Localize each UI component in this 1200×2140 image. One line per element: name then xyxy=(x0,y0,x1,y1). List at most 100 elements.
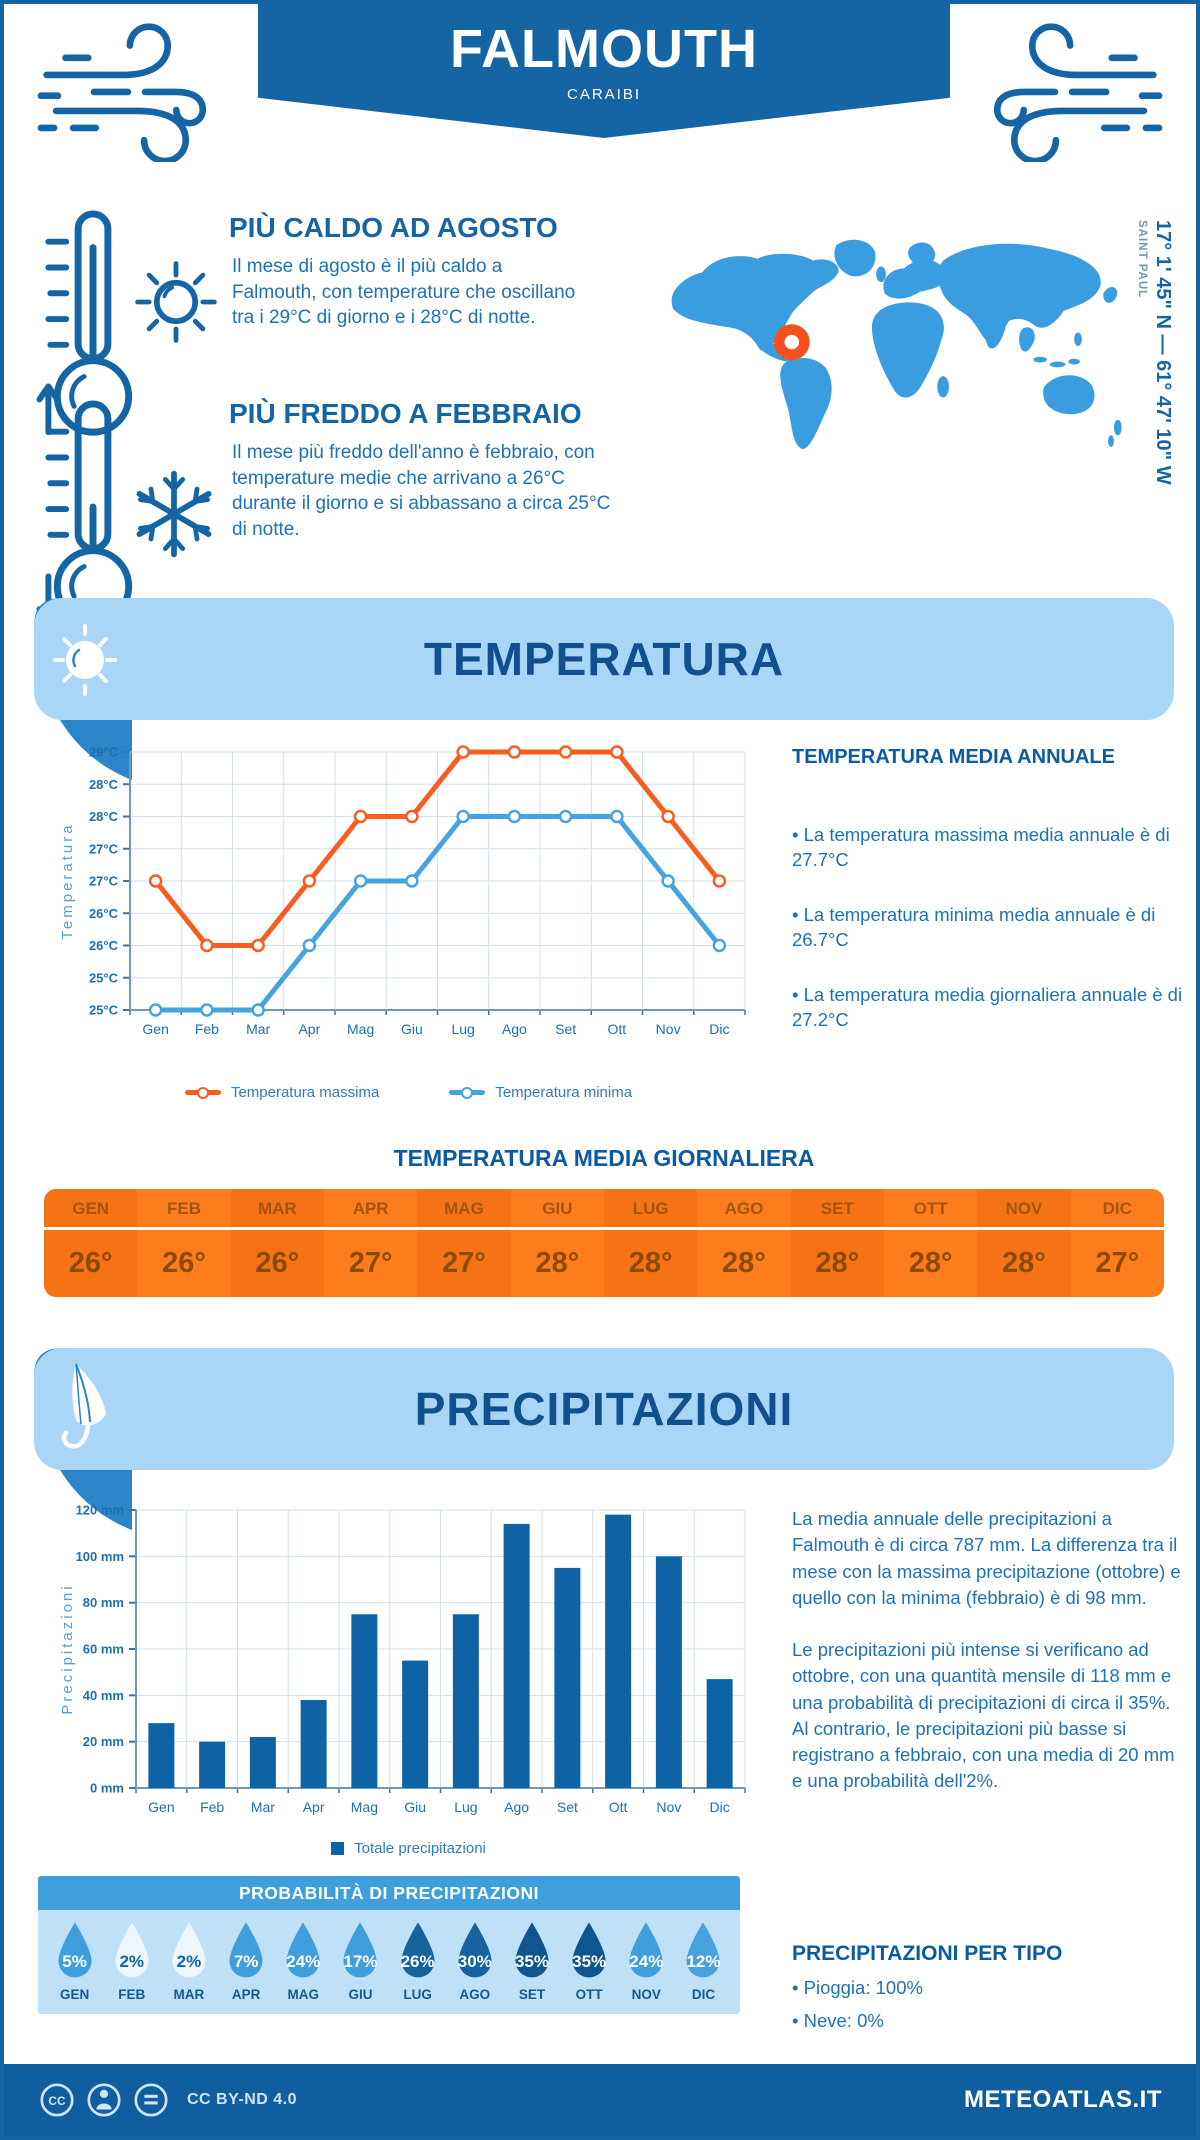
legend-item: Temperatura minima xyxy=(449,1084,632,1101)
precipitation-type-item: • Pioggia: 100% xyxy=(792,1977,923,1998)
svg-text:27°C: 27°C xyxy=(89,841,119,856)
precipitation-type-items: • Pioggia: 100% • Neve: 0% xyxy=(792,1976,1184,2034)
droplet-icon xyxy=(115,1922,149,1978)
droplet-month-label: NOV xyxy=(631,1987,661,2002)
svg-text:Nov: Nov xyxy=(656,1021,681,1037)
table-column: OTT 28° xyxy=(883,1189,978,1297)
table-month-header: MAR xyxy=(257,1199,297,1218)
svg-text:28°C: 28°C xyxy=(89,777,119,792)
droplet-month-label: AGO xyxy=(459,1987,491,2002)
annual-temperature-bullet: • La temperatura minima media annuale è … xyxy=(792,903,1156,950)
svg-text:Mar: Mar xyxy=(251,1799,275,1815)
brand-logo: METEOATLAS.IT xyxy=(963,2086,1162,2113)
svg-text:Gen: Gen xyxy=(148,1799,174,1815)
droplet-percentage: 35% xyxy=(572,1952,607,1971)
svg-text:Temperatura: Temperatura xyxy=(59,822,76,939)
probability-droplet: 35% SET xyxy=(503,1920,560,2002)
svg-text:Ago: Ago xyxy=(502,1021,527,1037)
svg-text:120 mm: 120 mm xyxy=(76,1503,124,1518)
droplet-percentage: 12% xyxy=(686,1952,721,1971)
precipitation-banner xyxy=(34,1348,1174,1470)
daily-temperature-table: GEN 26° FEB 26° MAR 26° APR 27° MAG 27° GIU 28° LUG 2… xyxy=(44,1189,1164,1297)
droplet-percentage: 26% xyxy=(400,1952,435,1971)
table-month-header: SET xyxy=(820,1199,854,1218)
svg-text:28°C: 28°C xyxy=(89,809,119,824)
table-temperature-cell: 27° xyxy=(323,1227,418,1297)
svg-text:27°C: 27°C xyxy=(89,874,119,889)
table-month-header: GEN xyxy=(72,1199,110,1218)
svg-text:Ott: Ott xyxy=(609,1799,628,1815)
probability-droplet: 2% FEB xyxy=(103,1920,160,2002)
precipitation-type-item: • Neve: 0% xyxy=(792,2009,884,2031)
table-column: GIU 28° xyxy=(510,1189,604,1297)
svg-text:Mag: Mag xyxy=(351,1799,378,1815)
droplet-month-label: APR xyxy=(231,1987,261,2002)
svg-text:Dic: Dic xyxy=(709,1021,729,1037)
svg-text:26°C: 26°C xyxy=(89,906,119,921)
table-column: MAG 27° xyxy=(417,1189,511,1297)
svg-text:Mag: Mag xyxy=(347,1021,374,1037)
legend-square-swatch xyxy=(331,1842,345,1855)
wind-icon xyxy=(993,23,1163,162)
snowflake-icon xyxy=(136,470,212,558)
droplet-percentage: 5% xyxy=(62,1952,87,1971)
svg-text:Ott: Ott xyxy=(608,1021,627,1037)
svg-text:Apr: Apr xyxy=(303,1799,325,1815)
probability-droplet: 17% GIU xyxy=(332,1920,389,2002)
droplet-month-label: OTT xyxy=(575,1987,603,2002)
svg-text:Mar: Mar xyxy=(246,1021,270,1037)
annual-temperature-heading: TEMPERATURA MEDIA ANNUALE xyxy=(792,746,1115,768)
droplet-icon xyxy=(515,1922,549,1978)
table-column: APR 27° xyxy=(323,1189,418,1297)
cold-section-text: Il mese più freddo dell'anno è febbraio,… xyxy=(232,442,611,540)
table-column: LUG 28° xyxy=(603,1189,698,1297)
precipitation-chart-legend: Totale precipitazioni xyxy=(56,1840,761,1857)
page-title: FALMOUTH xyxy=(450,19,758,79)
temperature-chart: 25°C 25°C 26°C 26°C 27°C 27°C 28°C 28°C 29°C Temp… xyxy=(59,745,746,1037)
annual-temperature-bullet: • La temperatura massima media annuale è… xyxy=(792,824,1170,870)
svg-text:29°C: 29°C xyxy=(89,745,119,760)
droplet-icon xyxy=(686,1922,720,1978)
svg-text:25°C: 25°C xyxy=(89,970,119,985)
svg-text:20 mm: 20 mm xyxy=(83,1734,124,1749)
table-temperature-cell: 27° xyxy=(417,1227,511,1297)
hot-section-text: Il mese di agosto è il più caldo a Falmo… xyxy=(232,256,576,329)
annual-temperature-bullet: • La temperatura media giornaliera annua… xyxy=(792,983,1183,1030)
probability-panel: PROBABILITÀ DI PRECIPITAZIONI 5% GEN 2% FEB… xyxy=(38,1876,740,2014)
umbrella-banner-icon xyxy=(61,1363,106,1449)
probability-droplet: 24% MAG xyxy=(275,1920,332,2002)
no-derivatives-icon xyxy=(134,2083,168,2117)
legend-label: Temperatura massima xyxy=(230,1084,380,1101)
droplet-icon xyxy=(343,1922,377,1978)
svg-text:26°C: 26°C xyxy=(89,938,119,953)
table-temperature-cell: 27° xyxy=(1070,1227,1164,1297)
table-column: GEN 26° xyxy=(44,1189,138,1297)
table-month-header: AGO xyxy=(724,1199,764,1218)
table-temperature-cell: 28° xyxy=(977,1227,1071,1297)
legend-line-swatch xyxy=(449,1090,486,1095)
droplet-month-label: DIC xyxy=(691,1987,716,2002)
svg-text:60 mm: 60 mm xyxy=(83,1642,124,1657)
svg-text:Set: Set xyxy=(557,1799,578,1815)
svg-text:Apr: Apr xyxy=(298,1021,320,1037)
precipitation-chart: 0 mm 20 mm 40 mm 60 mm 80 mm 100 mm 120 mm Prec… xyxy=(59,1503,746,1815)
droplet-icon xyxy=(58,1922,92,1978)
table-month-header: MAG xyxy=(444,1199,484,1218)
table-month-header: FEB xyxy=(166,1199,201,1218)
droplet-month-label: LUG xyxy=(403,1987,432,2002)
license-text: CC BY-ND 4.0 xyxy=(187,2091,298,2108)
legend-line-swatch xyxy=(184,1090,221,1095)
table-month-header: OTT xyxy=(913,1199,948,1218)
probability-droplet: 7% APR xyxy=(218,1920,275,2002)
sun-banner-icon xyxy=(53,624,117,696)
droplet-percentage: 17% xyxy=(343,1952,378,1971)
table-month-header: GIU xyxy=(542,1199,573,1218)
table-month-header: DIC xyxy=(1102,1199,1132,1218)
droplet-icon xyxy=(172,1922,206,1978)
precipitation-paragraph: Le precipitazioni più intense si verific… xyxy=(792,1639,1175,1792)
droplet-icon xyxy=(229,1922,263,1978)
table-column: MAR 26° xyxy=(230,1189,324,1297)
coordinates-block: SAINT PAUL 17° 1' 45" N — 61° 47' 10" W xyxy=(1136,220,1174,570)
table-temperature-cell: 26° xyxy=(137,1227,231,1297)
table-temperature-cell: 28° xyxy=(883,1227,978,1297)
